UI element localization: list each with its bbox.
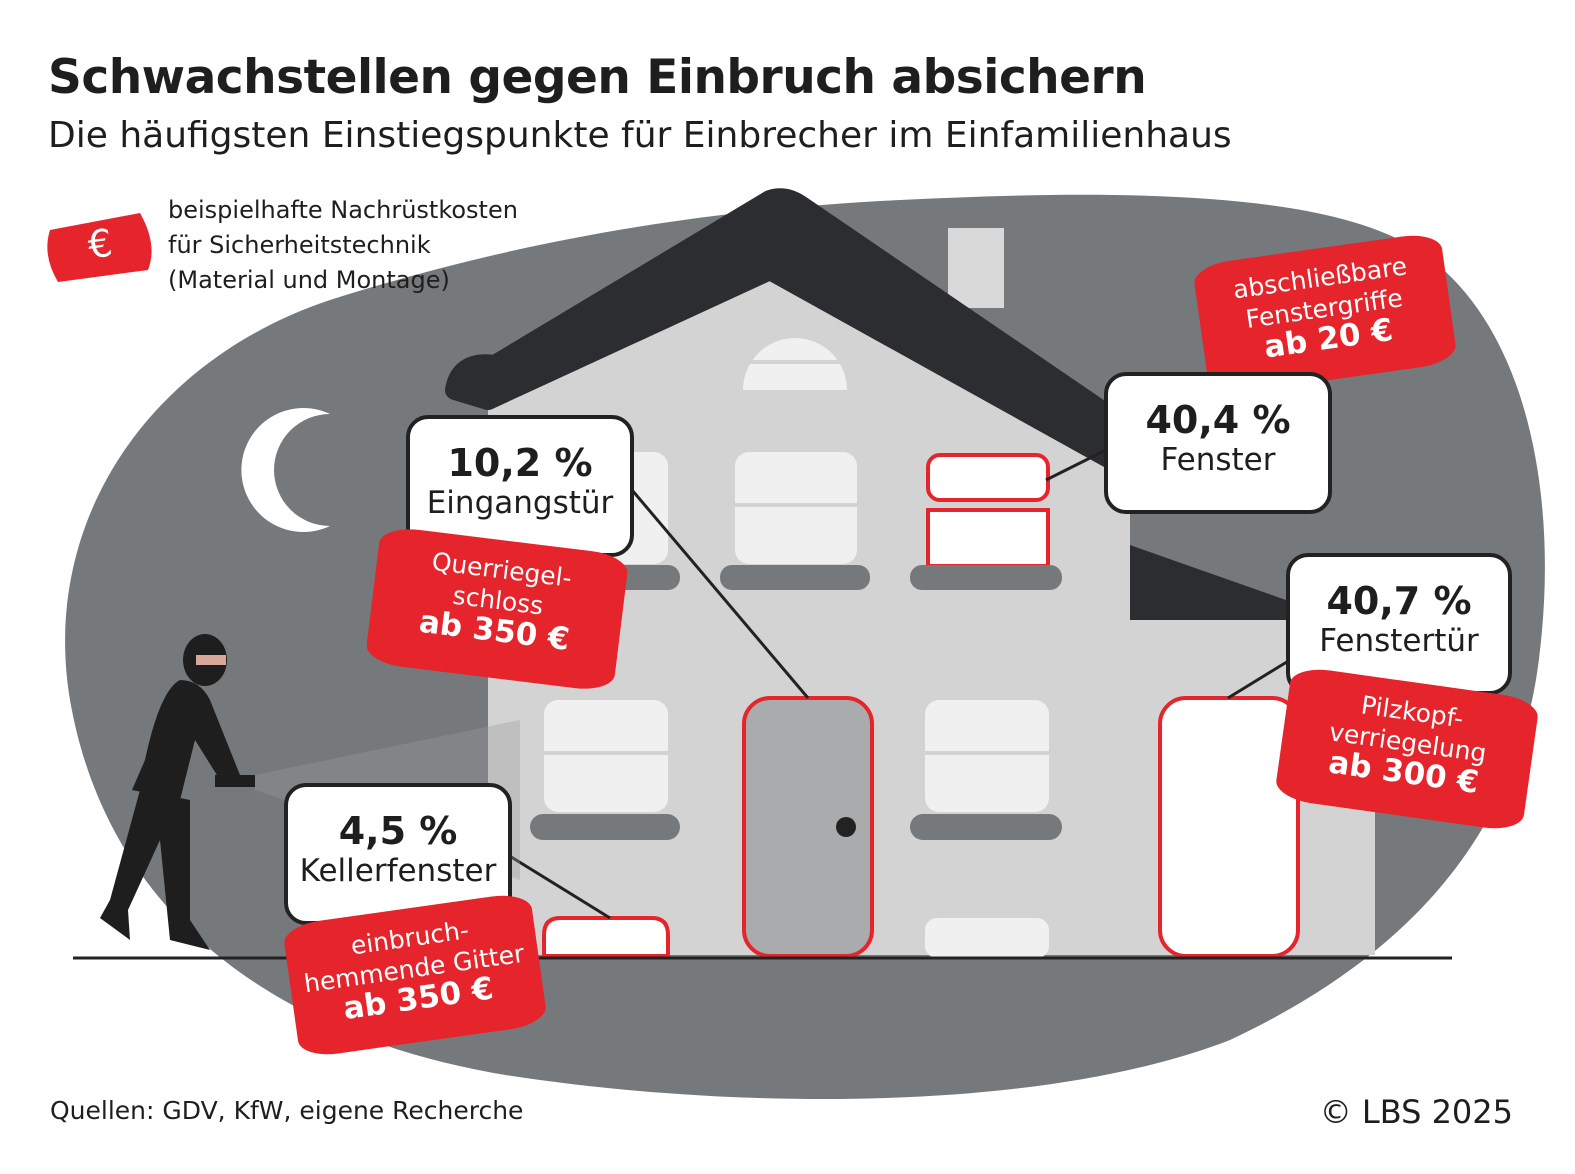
euro-tag-icon xyxy=(47,213,152,282)
callout-label: Fenster xyxy=(1160,442,1276,478)
callout-label: Fenstertür xyxy=(1319,623,1479,659)
callout-fenster: 40,4 % Fenster xyxy=(1104,372,1332,514)
legend-text: beispielhafte Nachrüstkosten für Sicherh… xyxy=(168,193,518,298)
lower-windows xyxy=(530,700,1062,958)
door-knob xyxy=(836,817,856,837)
burglar-figure xyxy=(100,634,255,950)
callout-label: Eingangstür xyxy=(426,485,614,521)
source-note: Quellen: GDV, KfW, eigene Recherche xyxy=(50,1096,524,1125)
legend-line: beispielhafte Nachrüstkosten xyxy=(168,196,518,224)
page-title: Schwachstellen gegen Einbruch absichern xyxy=(48,50,1147,105)
callout-label: Kellerfenster xyxy=(299,853,497,889)
callout-percent: 4,5 % xyxy=(338,809,458,853)
page-subtitle: Die häufigsten Einstiegspunkte für Einbr… xyxy=(48,115,1232,156)
basement-window xyxy=(542,916,670,958)
callout-percent: 40,4 % xyxy=(1145,398,1291,442)
roof xyxy=(445,188,1140,480)
callout-percent: 10,2 % xyxy=(447,441,593,485)
moon-icon xyxy=(241,407,330,532)
legend-line: für Sicherheitstechnik xyxy=(168,231,431,259)
copyright: © LBS 2025 xyxy=(1319,1093,1513,1131)
patio-door xyxy=(1158,696,1300,958)
legend-line: (Material und Montage) xyxy=(168,266,450,294)
connector-lines xyxy=(507,448,1291,920)
chimney xyxy=(948,228,1004,308)
callout-percent: 40,7 % xyxy=(1326,579,1472,623)
